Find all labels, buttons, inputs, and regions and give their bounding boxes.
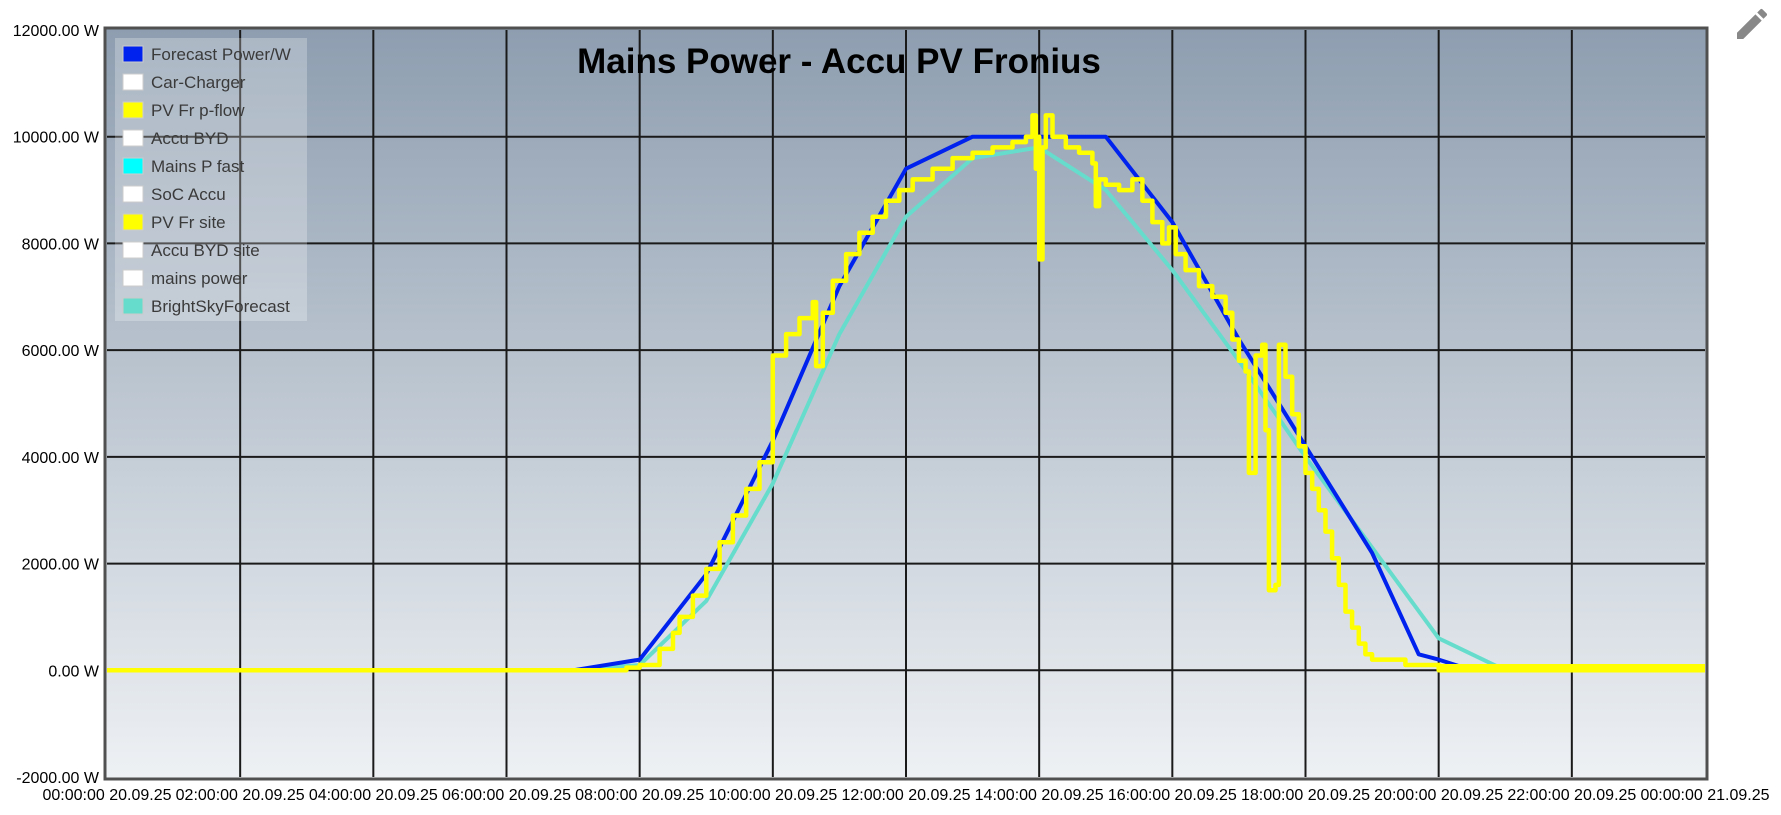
y-tick-label: 0.00 W [48, 663, 100, 680]
legend-label: PV Fr p-flow [151, 101, 245, 120]
x-tick-label: 22:00:00 20.09.25 [1507, 787, 1636, 804]
legend: Forecast Power/W Car-Charger PV Fr p-flow A… [115, 38, 307, 321]
y-tick-label: -2000.00 W [16, 770, 100, 787]
y-axis: 12000.00 W 10000.00 W 8000.00 W 6000.00 W 40… [13, 23, 100, 787]
x-tick-label: 16:00:00 20.09.25 [1108, 787, 1237, 804]
x-tick-label: 12:00:00 20.09.25 [841, 787, 970, 804]
legend-label: Mains P fast [151, 157, 245, 176]
series-layer [107, 113, 1705, 673]
series-line-pv-fr-p-flow [107, 113, 1705, 673]
x-tick-label: 10:00:00 20.09.25 [708, 787, 837, 804]
legend-swatch [122, 129, 144, 147]
legend-label: Accu BYD site [151, 241, 260, 260]
x-tick-label: 00:00:00 21.09.25 [1640, 787, 1769, 804]
legend-label: SoC Accu [151, 185, 226, 204]
legend-swatch [122, 241, 144, 259]
legend-label: mains power [151, 269, 248, 288]
series-line-forecast-power-w [572, 134, 1473, 673]
y-tick-label: 2000.00 W [22, 557, 100, 574]
legend-label: Accu BYD [151, 129, 228, 148]
legend-label: PV Fr site [151, 213, 226, 232]
x-tick-label: 06:00:00 20.09.25 [442, 787, 571, 804]
x-tick-label: 00:00:00 20.09.25 [42, 787, 171, 804]
legend-swatch [122, 45, 144, 63]
legend-swatch [122, 101, 144, 119]
x-axis: 00:00:00 20.09.25 02:00:00 20.09.25 04:00:… [42, 787, 1769, 804]
legend-swatch [122, 297, 144, 315]
y-tick-label: 10000.00 W [13, 130, 100, 147]
chart-title: Mains Power - Accu PV Fronius [577, 42, 1101, 81]
pencil-icon[interactable] [1732, 4, 1772, 44]
y-tick-label: 12000.00 W [13, 23, 100, 40]
x-tick-label: 20:00:00 20.09.25 [1374, 787, 1503, 804]
y-tick-label: 4000.00 W [22, 450, 100, 467]
x-tick-label: 04:00:00 20.09.25 [309, 787, 438, 804]
x-tick-label: 18:00:00 20.09.25 [1241, 787, 1370, 804]
legend-swatch [122, 73, 144, 91]
legend-swatch [122, 213, 144, 231]
legend-swatch [122, 157, 144, 175]
legend-label: BrightSkyForecast [151, 297, 290, 316]
legend-swatch [122, 185, 144, 203]
legend-label: Car-Charger [151, 73, 246, 92]
legend-swatch [122, 269, 144, 287]
legend-label: Forecast Power/W [151, 45, 291, 64]
y-tick-label: 6000.00 W [22, 343, 100, 360]
x-tick-label: 14:00:00 20.09.25 [975, 787, 1104, 804]
y-tick-label: 8000.00 W [22, 236, 100, 253]
legend-box [115, 38, 307, 321]
plot-border [103, 26, 1709, 781]
x-tick-label: 02:00:00 20.09.25 [176, 787, 305, 804]
x-tick-label: 08:00:00 20.09.25 [575, 787, 704, 804]
